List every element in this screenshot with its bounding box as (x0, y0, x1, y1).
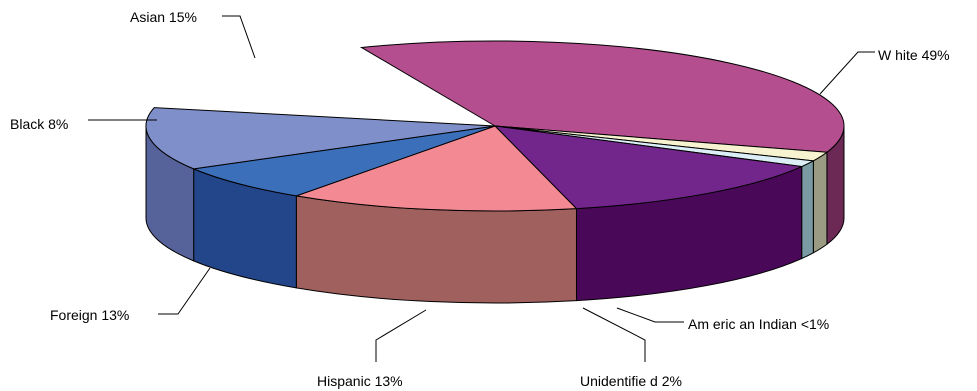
slice-top-hispanic (493, 125, 804, 210)
slice-label-unidentified: Unidentifie d 2% (580, 373, 682, 389)
slice-top-black (191, 125, 496, 197)
slice-side-american-indian (812, 151, 828, 254)
leader-line-foreign (158, 267, 211, 315)
leader-line-unidentified (582, 307, 646, 362)
slice-top-foreign (296, 125, 578, 212)
slice-side-foreign (295, 195, 577, 304)
leader-line-white (819, 51, 875, 95)
slice-label-american-indian: Am eric an Indian <1% (688, 316, 829, 332)
leader-lines (88, 15, 875, 362)
pie-top-faces (145, 40, 845, 212)
leader-line-hispanic (375, 309, 427, 362)
slice-label-foreign: Foreign 13% (50, 307, 129, 323)
slice-top-asian (145, 107, 496, 170)
pie-side-walls (145, 125, 845, 304)
slice-labels: W hite 49% Am eric an Indian <1% Unidentif… (10, 9, 950, 389)
leader-line-american-indian (616, 307, 684, 323)
slice-label-white: W hite 49% (878, 47, 950, 63)
slice-top-white (359, 40, 845, 153)
leader-line-asian (222, 15, 256, 59)
slice-label-asian: Asian 15% (130, 9, 197, 25)
slice-label-hispanic: Hispanic 13% (317, 373, 403, 389)
slice-side-unidentified (801, 160, 814, 260)
slice-label-black: Black 8% (10, 116, 68, 132)
